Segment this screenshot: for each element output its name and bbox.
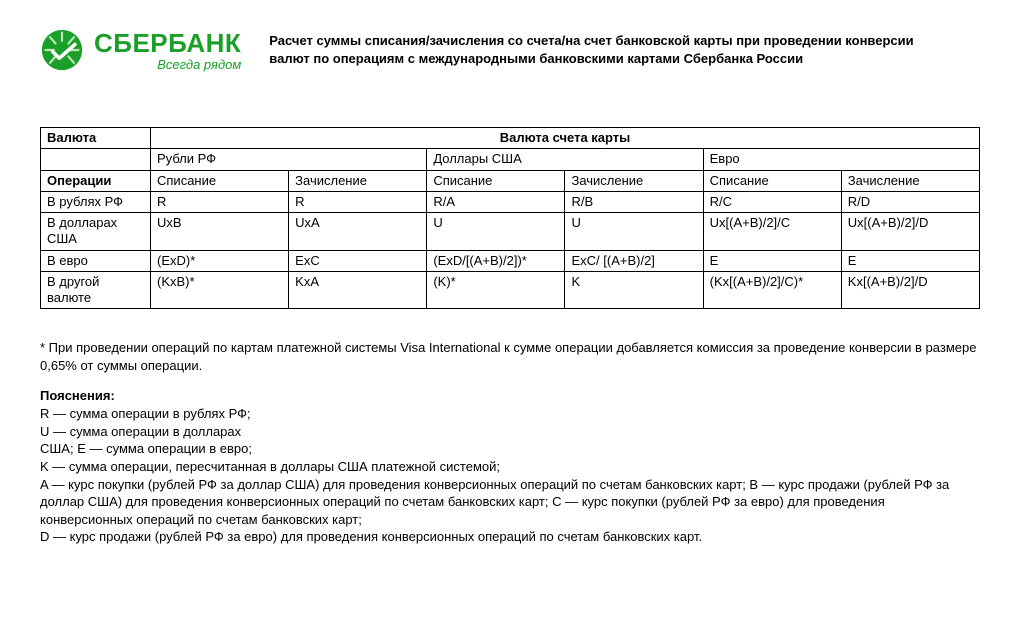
cell: (KxB)* bbox=[151, 271, 289, 309]
document-title: Расчет суммы списания/зачисления со счет… bbox=[269, 28, 939, 67]
cell: (Kx[(A+B)/2]/C)* bbox=[703, 271, 841, 309]
row-label: В другой валюте bbox=[41, 271, 151, 309]
table-row: В евро (ExD)* ExC (ExD/[(A+B)/2])* ExC/ … bbox=[41, 250, 980, 271]
cell: R/B bbox=[565, 191, 703, 212]
cell: ExC/ [(A+B)/2] bbox=[565, 250, 703, 271]
cell: (ExD/[(A+B)/2])* bbox=[427, 250, 565, 271]
table-row: Операции Списание Зачисление Списание За… bbox=[41, 170, 980, 191]
cell: Ux[(A+B)/2]/C bbox=[703, 213, 841, 251]
cell: R/C bbox=[703, 191, 841, 212]
cell: UxB bbox=[151, 213, 289, 251]
cell: R/D bbox=[841, 191, 979, 212]
conversion-table: Валюта Валюта счета карты Рубли РФ Долла… bbox=[40, 127, 980, 309]
row-label: В рублях РФ bbox=[41, 191, 151, 212]
subhead-eur: Евро bbox=[703, 149, 979, 170]
col-credit: Зачисление bbox=[565, 170, 703, 191]
table-row: В рублях РФ R R R/A R/B R/C R/D bbox=[41, 191, 980, 212]
cell bbox=[41, 149, 151, 170]
col-debit: Списание bbox=[151, 170, 289, 191]
cell: KxA bbox=[289, 271, 427, 309]
cell: E bbox=[703, 250, 841, 271]
logo-block: СБЕРБАНК Всегда рядом bbox=[40, 28, 241, 72]
row-label: В евро bbox=[41, 250, 151, 271]
cell: R bbox=[151, 191, 289, 212]
cell: (K)* bbox=[427, 271, 565, 309]
col-credit: Зачисление bbox=[841, 170, 979, 191]
document-page: СБЕРБАНК Всегда рядом Расчет суммы списа… bbox=[0, 0, 1020, 627]
cell: R/A bbox=[427, 191, 565, 212]
footnote: * При проведении операций по картам плат… bbox=[40, 339, 980, 374]
cell: K bbox=[565, 271, 703, 309]
sberbank-logo-icon bbox=[40, 28, 84, 72]
cell: (ExD)* bbox=[151, 250, 289, 271]
subhead-usd: Доллары США bbox=[427, 149, 703, 170]
legend-text: R — сумма операции в рублях РФ;U — сумма… bbox=[40, 405, 980, 545]
cell: U bbox=[427, 213, 565, 251]
cell: ExC bbox=[289, 250, 427, 271]
table-row: В другой валюте (KxB)* KxA (K)* K (Kx[(A… bbox=[41, 271, 980, 309]
table-row: Валюта Валюта счета карты bbox=[41, 128, 980, 149]
head-currency: Валюта bbox=[41, 128, 151, 149]
cell: E bbox=[841, 250, 979, 271]
row-label: В долларах США bbox=[41, 213, 151, 251]
cell: U bbox=[565, 213, 703, 251]
brand-slogan: Всегда рядом bbox=[94, 58, 241, 71]
col-debit: Списание bbox=[427, 170, 565, 191]
table-row: В долларах США UxB UxA U U Ux[(A+B)/2]/C… bbox=[41, 213, 980, 251]
table-row: Рубли РФ Доллары США Евро bbox=[41, 149, 980, 170]
head-operations: Операции bbox=[41, 170, 151, 191]
logo-text: СБЕРБАНК Всегда рядом bbox=[94, 30, 241, 71]
head-card-currency: Валюта счета карты bbox=[151, 128, 980, 149]
cell: UxA bbox=[289, 213, 427, 251]
cell: Ux[(A+B)/2]/D bbox=[841, 213, 979, 251]
col-credit: Зачисление bbox=[289, 170, 427, 191]
cell: R bbox=[289, 191, 427, 212]
cell: Kx[(A+B)/2]/D bbox=[841, 271, 979, 309]
legend-heading: Пояснения: bbox=[40, 388, 980, 403]
subhead-rub: Рубли РФ bbox=[151, 149, 427, 170]
brand-name: СБЕРБАНК bbox=[94, 30, 241, 56]
col-debit: Списание bbox=[703, 170, 841, 191]
document-header: СБЕРБАНК Всегда рядом Расчет суммы списа… bbox=[40, 28, 980, 72]
